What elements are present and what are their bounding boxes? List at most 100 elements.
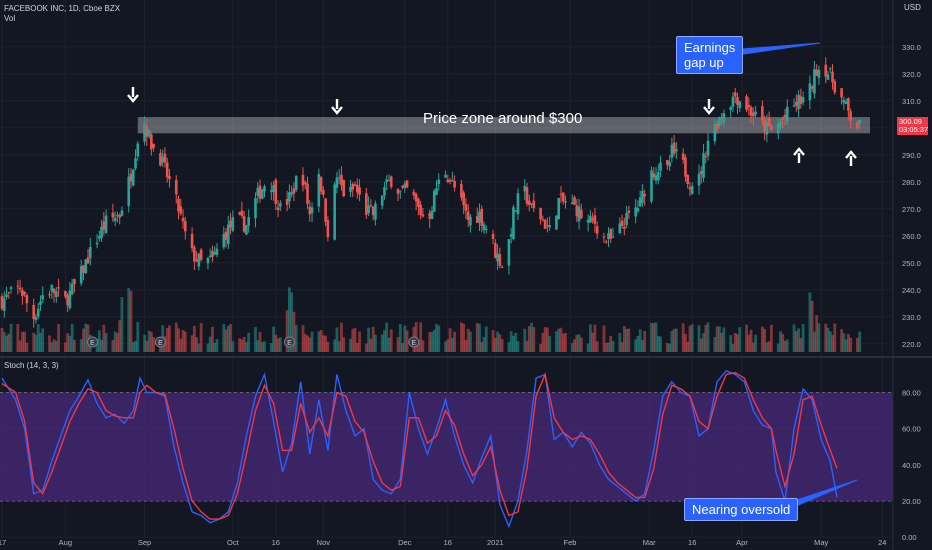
candle-body [555, 215, 558, 230]
stochastic-axis[interactable]: 0.00 20.00 40.00 60.00 80.00 [902, 389, 921, 543]
candle-body [294, 175, 298, 190]
candle-body [34, 316, 38, 321]
volume-bar [272, 326, 275, 352]
candle-body [181, 217, 185, 222]
candle-body [638, 197, 642, 207]
candle-body [681, 153, 685, 160]
volume-bar [466, 328, 470, 352]
stoch-d-line [1, 371, 838, 520]
volume-bar [736, 334, 739, 352]
candle-body [131, 169, 135, 186]
volume-bar [398, 323, 402, 352]
candle-body [781, 118, 785, 120]
candle-body [417, 198, 420, 207]
volume-bar [491, 330, 495, 352]
candle-body [595, 226, 599, 234]
candle-body [847, 98, 850, 111]
volume-bar [770, 324, 773, 352]
candle-body [435, 188, 438, 195]
candle-body [55, 291, 58, 298]
volume-bar [111, 339, 115, 352]
volume-bar [849, 337, 853, 352]
volume-bar [102, 324, 106, 352]
volume-bar [595, 341, 599, 352]
candle-body [229, 220, 232, 228]
volume-bar [290, 292, 294, 352]
candle-body [120, 210, 124, 216]
candle-body [369, 204, 373, 206]
volume-bar [749, 329, 753, 352]
volume-bar [285, 310, 289, 352]
candle-body [752, 112, 755, 117]
volume-bar [136, 322, 140, 352]
candle-body [9, 287, 13, 289]
candle-body [98, 236, 101, 239]
stochastic-indicator-label[interactable]: Stoch (14, 3, 3) [4, 361, 59, 370]
candle-body [507, 239, 511, 266]
candle-body [675, 149, 678, 152]
candle-body [84, 259, 88, 274]
currency-label[interactable]: USD [904, 3, 921, 12]
time-axis[interactable]: 17 Aug Sep Oct 16 Nov Dec 16 2021 Feb Mar 16 Apr May 2… [0, 538, 886, 547]
volume-bar [462, 323, 466, 352]
candle-body [656, 172, 660, 181]
volume-bar [245, 341, 248, 352]
candle-body [491, 233, 495, 239]
candle-body [666, 159, 669, 165]
volume-bar [625, 328, 628, 352]
volume-bar [588, 324, 592, 352]
volume-bar [369, 338, 373, 352]
volume-indicator-label[interactable]: Vol [4, 14, 16, 23]
volume-bar [82, 328, 85, 352]
volume-bar [808, 292, 812, 352]
volume-bar [301, 325, 305, 352]
candle-body [317, 174, 321, 207]
candle-body [498, 254, 502, 266]
volume-bar [68, 335, 72, 352]
candle-body [684, 157, 687, 177]
candle-body [654, 175, 658, 181]
volume-bar [303, 333, 307, 352]
candle-body [240, 210, 244, 216]
volume-bar [32, 332, 36, 352]
candle-body [733, 92, 737, 97]
volume-bar [478, 323, 481, 352]
candle-body [801, 97, 805, 103]
candle-body [340, 174, 343, 186]
earnings-marker-badge [408, 336, 420, 348]
candle-body [342, 179, 346, 197]
time-axis-tick: Nov [317, 538, 331, 547]
candle-body [227, 224, 230, 245]
candle-body [514, 210, 518, 212]
candle-body [95, 242, 99, 245]
time-axis-tick: 16 [688, 538, 696, 547]
last-price-tag: 300.09 03:05:37 [897, 117, 928, 135]
price-axis-tick: 250.0 [902, 259, 921, 268]
candle-body [627, 210, 631, 213]
volume-bar [165, 328, 169, 352]
candle-body [453, 181, 456, 188]
volume-bar [464, 339, 468, 352]
volume-bar [5, 335, 8, 352]
volume-bar [527, 326, 531, 352]
volume-bar [686, 341, 690, 352]
volume-bar [751, 342, 755, 352]
candle-body [451, 180, 454, 182]
candle-body [16, 285, 20, 287]
candle-body [856, 122, 859, 129]
price-axis[interactable]: 220.0 230.0 240.0 250.0 260.0 270.0 280.0 290.0… [902, 43, 921, 349]
candle-body [718, 117, 721, 126]
earnings-marker-badge [87, 336, 99, 348]
candle-body [589, 215, 592, 223]
volume-bar [570, 343, 574, 352]
candle-body [279, 203, 282, 207]
candle-body [643, 194, 646, 197]
volume-bar [579, 337, 583, 352]
candle-body [810, 86, 814, 89]
candle-body [799, 96, 803, 104]
candle-body [269, 190, 273, 192]
candle-body [580, 209, 583, 219]
volume-bar [66, 333, 70, 352]
